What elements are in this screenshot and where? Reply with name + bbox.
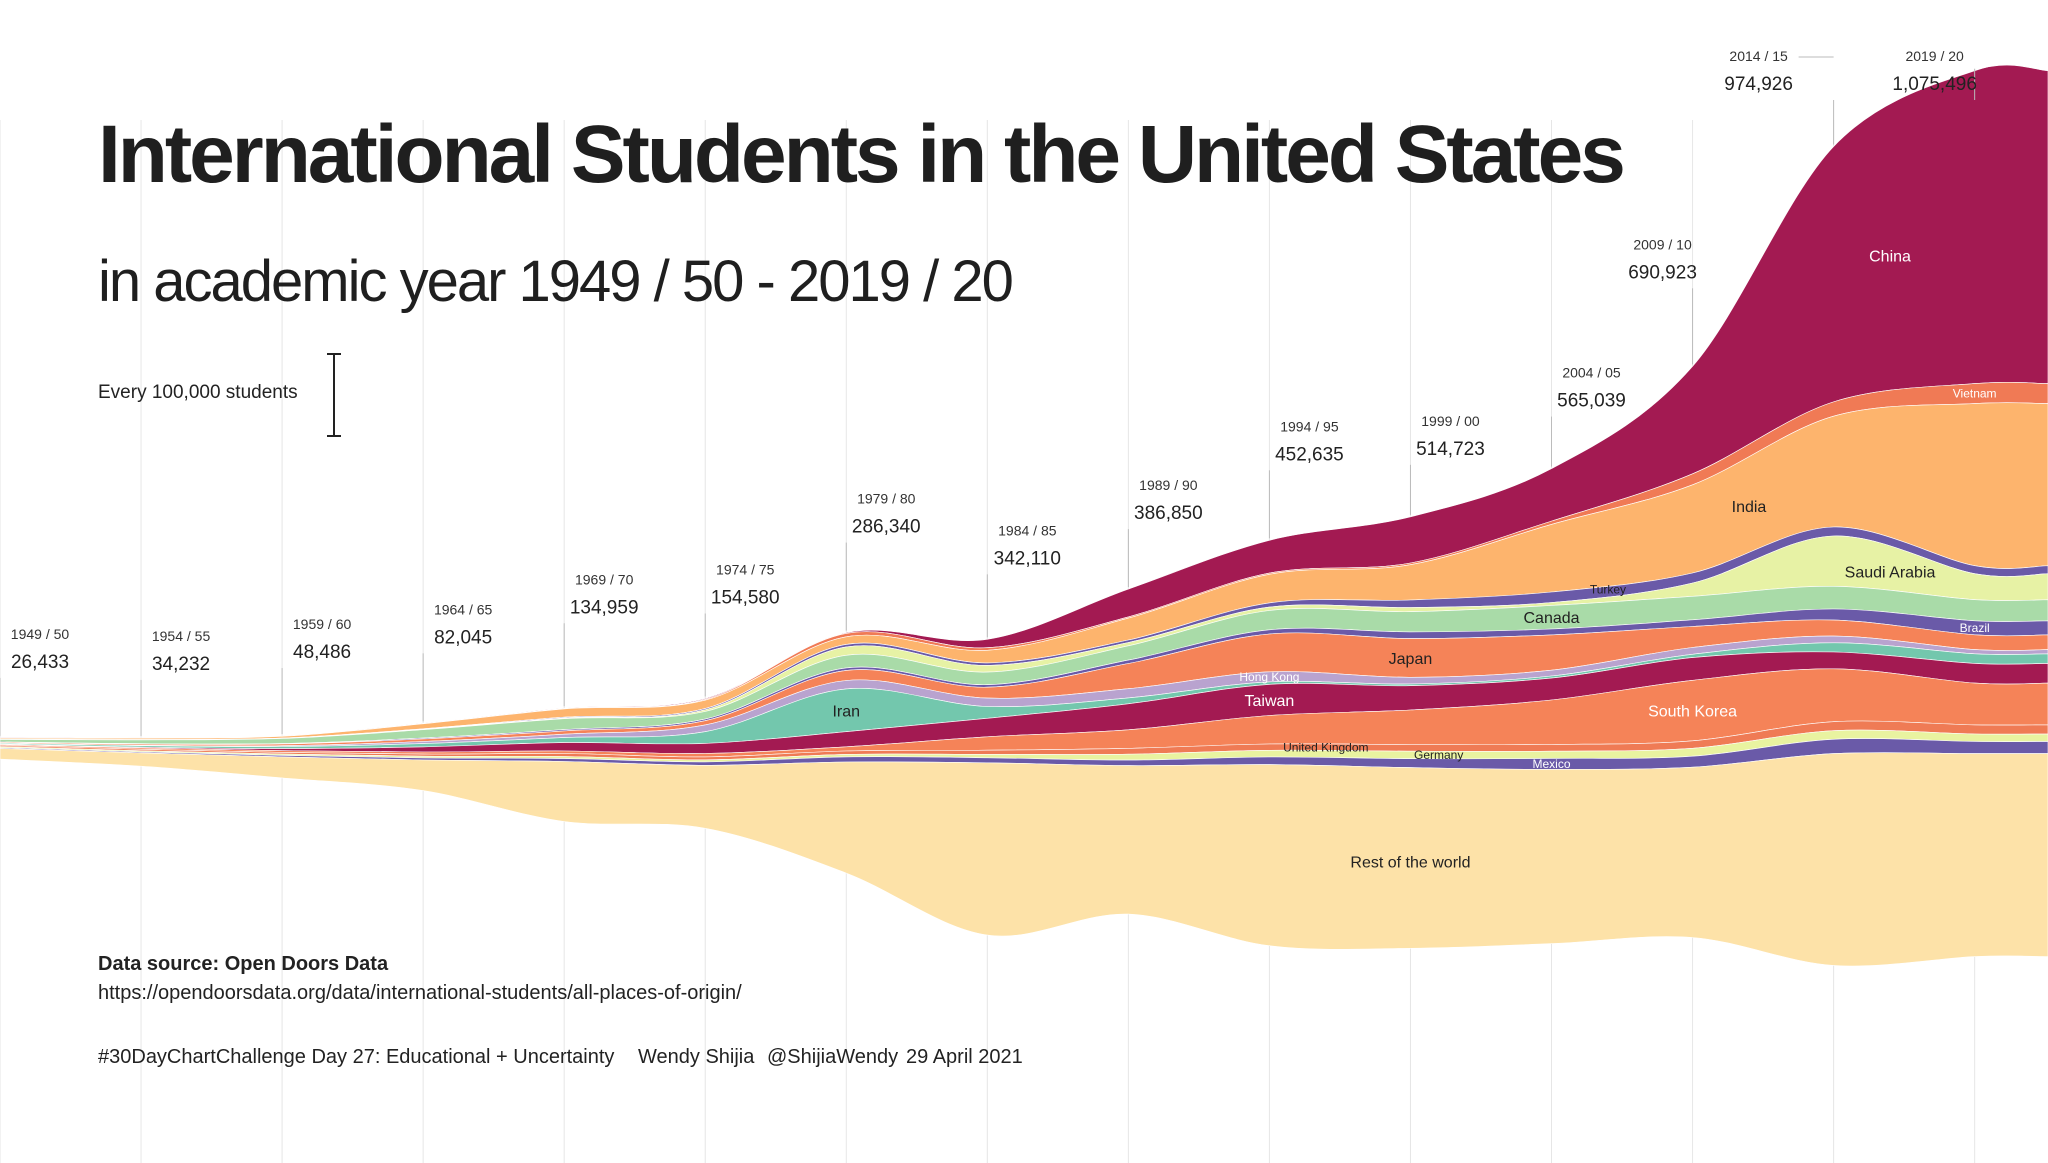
callout-year-2004: 2004 / 05 [1562, 365, 1621, 381]
footer-handle: @ShijiaWendy [767, 1046, 899, 1068]
callout-year-1994: 1994 / 95 [1280, 418, 1339, 434]
callout-year-1964: 1964 / 65 [434, 601, 493, 617]
callout-total-1964: 82,045 [434, 627, 492, 648]
callout-total-2004: 565,039 [1557, 391, 1626, 412]
callout-total-1984: 342,110 [994, 548, 1061, 569]
series-label-india: India [1732, 499, 1767, 516]
series-label-taiwan: Taiwan [1245, 693, 1295, 710]
callout-year-2014: 2014 / 15 [1729, 48, 1788, 64]
stream-layers [0, 64, 2048, 967]
series-label-japan: Japan [1389, 651, 1433, 668]
callout-total-1949: 26,433 [11, 652, 69, 673]
callout-total-1979: 286,340 [852, 517, 921, 538]
series-label-mexico: Mexico [1533, 757, 1571, 771]
page-title: International Students in the United Sta… [98, 109, 1626, 200]
scale-legend-bar [327, 353, 341, 437]
page-subtitle: in academic year 1949 / 50 - 2019 / 20 [98, 249, 1014, 314]
callout-total-2019: 1,075,496 [1892, 74, 1977, 95]
year-total-callouts: 1949 / 50 26,433 1954 / 55 34,232 1959 / 60 4… [0, 48, 1977, 736]
callout-total-2009: 690,923 [1628, 262, 1697, 283]
series-label-vietnam: Vietnam [1953, 387, 1997, 401]
callout-total-1969: 134,959 [570, 597, 639, 618]
series-label-china: China [1869, 248, 1911, 265]
callout-year-1989: 1989 / 90 [1139, 477, 1198, 493]
callout-year-1979: 1979 / 80 [857, 491, 916, 507]
data-source-title: Data source: Open Doors Data [98, 953, 389, 975]
series-label-saudi-arabia: Saudi Arabia [1845, 564, 1936, 581]
callout-total-1959: 48,486 [293, 642, 351, 663]
footer-author: Wendy Shijia [638, 1046, 755, 1068]
callout-year-1949: 1949 / 50 [11, 626, 70, 642]
callout-year-1954: 1954 / 55 [152, 628, 211, 644]
stream-rest-of-the-world [0, 748, 2048, 967]
series-label-turkey: Turkey [1590, 583, 1626, 597]
callout-year-1974: 1974 / 75 [716, 561, 775, 577]
series-label-rest-of-the-world: Rest of the world [1350, 855, 1470, 872]
series-label-south-korea: South Korea [1648, 704, 1737, 721]
callout-total-2014: 974,926 [1724, 74, 1793, 95]
series-label-iran: Iran [832, 703, 860, 720]
series-label-hong-kong: Hong Kong [1239, 670, 1299, 684]
callout-year-1969: 1969 / 70 [575, 571, 634, 587]
series-label-brazil: Brazil [1960, 621, 1990, 635]
footer-challenge: #30DayChartChallenge Day 27: Educational… [98, 1046, 615, 1068]
callout-total-1989: 386,850 [1134, 503, 1203, 524]
callout-year-1959: 1959 / 60 [293, 616, 352, 632]
callout-year-1984: 1984 / 85 [998, 522, 1057, 538]
footer-date: 29 April 2021 [906, 1046, 1023, 1068]
callout-total-1954: 34,232 [152, 654, 210, 675]
data-source-url: https://opendoorsdata.org/data/internati… [98, 982, 742, 1004]
callout-year-2019: 2019 / 20 [1905, 48, 1964, 64]
callout-total-1974: 154,580 [711, 587, 780, 608]
callout-total-1994: 452,635 [1275, 444, 1344, 465]
series-label-germany: Germany [1414, 748, 1463, 762]
series-label-canada: Canada [1523, 610, 1579, 627]
series-label-united-kingdom: United Kingdom [1283, 740, 1368, 754]
callout-total-1999: 514,723 [1416, 439, 1485, 460]
scale-legend-label: Every 100,000 students [98, 382, 298, 403]
callout-year-1999: 1999 / 00 [1421, 413, 1480, 429]
callout-year-2009: 2009 / 10 [1633, 236, 1692, 252]
series-labels: China Vietnam India Turkey Saudi Arabia Canad… [832, 248, 1996, 871]
